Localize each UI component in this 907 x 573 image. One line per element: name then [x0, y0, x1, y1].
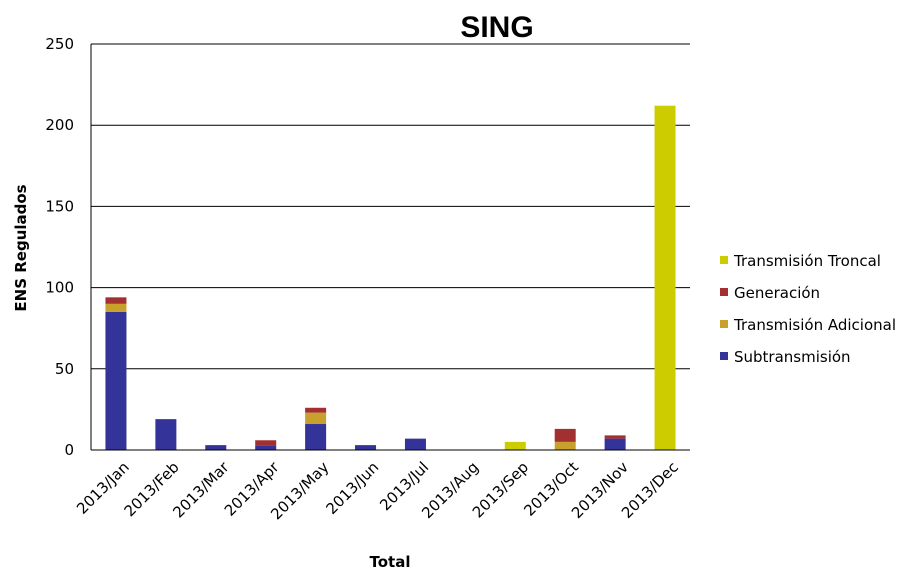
legend-swatch [720, 288, 728, 296]
bar-segment [155, 419, 177, 450]
y-tick-label: 200 [45, 116, 74, 134]
gridlines [91, 43, 690, 370]
bar-segment [404, 438, 426, 450]
y-tick-label: 50 [55, 360, 74, 378]
bar-segment [105, 297, 127, 304]
bar-segment [355, 445, 377, 450]
y-tick-label: 150 [45, 197, 74, 215]
legend: Transmisión Troncal Generación Transmisión… [720, 252, 896, 366]
bar-segment [554, 441, 576, 450]
y-tick-label: 100 [45, 279, 74, 297]
legend-swatch [720, 256, 728, 264]
bar-segment [504, 441, 526, 450]
legend-item-label: Transmisión Adicional [733, 316, 896, 334]
legend-item-label: Subtransmisión [734, 348, 851, 366]
x-axis-label: Total [370, 553, 411, 571]
bar-segment [255, 445, 277, 450]
legend-item-label: Transmisión Troncal [733, 252, 881, 270]
y-axis-label: ENS Regulados [12, 184, 30, 311]
bar-segment [105, 303, 127, 312]
chart-title: SING [460, 11, 533, 44]
legend-swatch [720, 320, 728, 328]
x-tick-labels: 2013/Jan2013/Feb2013/Mar2013/Apr2013/May… [73, 458, 682, 524]
bar-segment [105, 311, 127, 450]
bar-segment [305, 424, 327, 450]
bar-segment [305, 407, 327, 413]
x-tick-label: 2013/Jun [322, 458, 382, 518]
axes [90, 44, 690, 451]
bar-segment [205, 445, 227, 450]
bar-segment [305, 412, 327, 425]
bar-segment [604, 438, 626, 450]
bar-segment [604, 435, 626, 439]
bar-segment [654, 105, 676, 450]
bar-segment [554, 428, 576, 442]
legend-swatch [720, 352, 728, 360]
y-tick-labels: 0 50 100 150 200 250 [45, 35, 74, 459]
bar-segment [255, 440, 277, 446]
legend-item-label: Generación [734, 284, 820, 302]
y-tick-label: 250 [45, 35, 74, 53]
y-tick-label: 0 [64, 441, 74, 459]
bars [105, 105, 676, 450]
